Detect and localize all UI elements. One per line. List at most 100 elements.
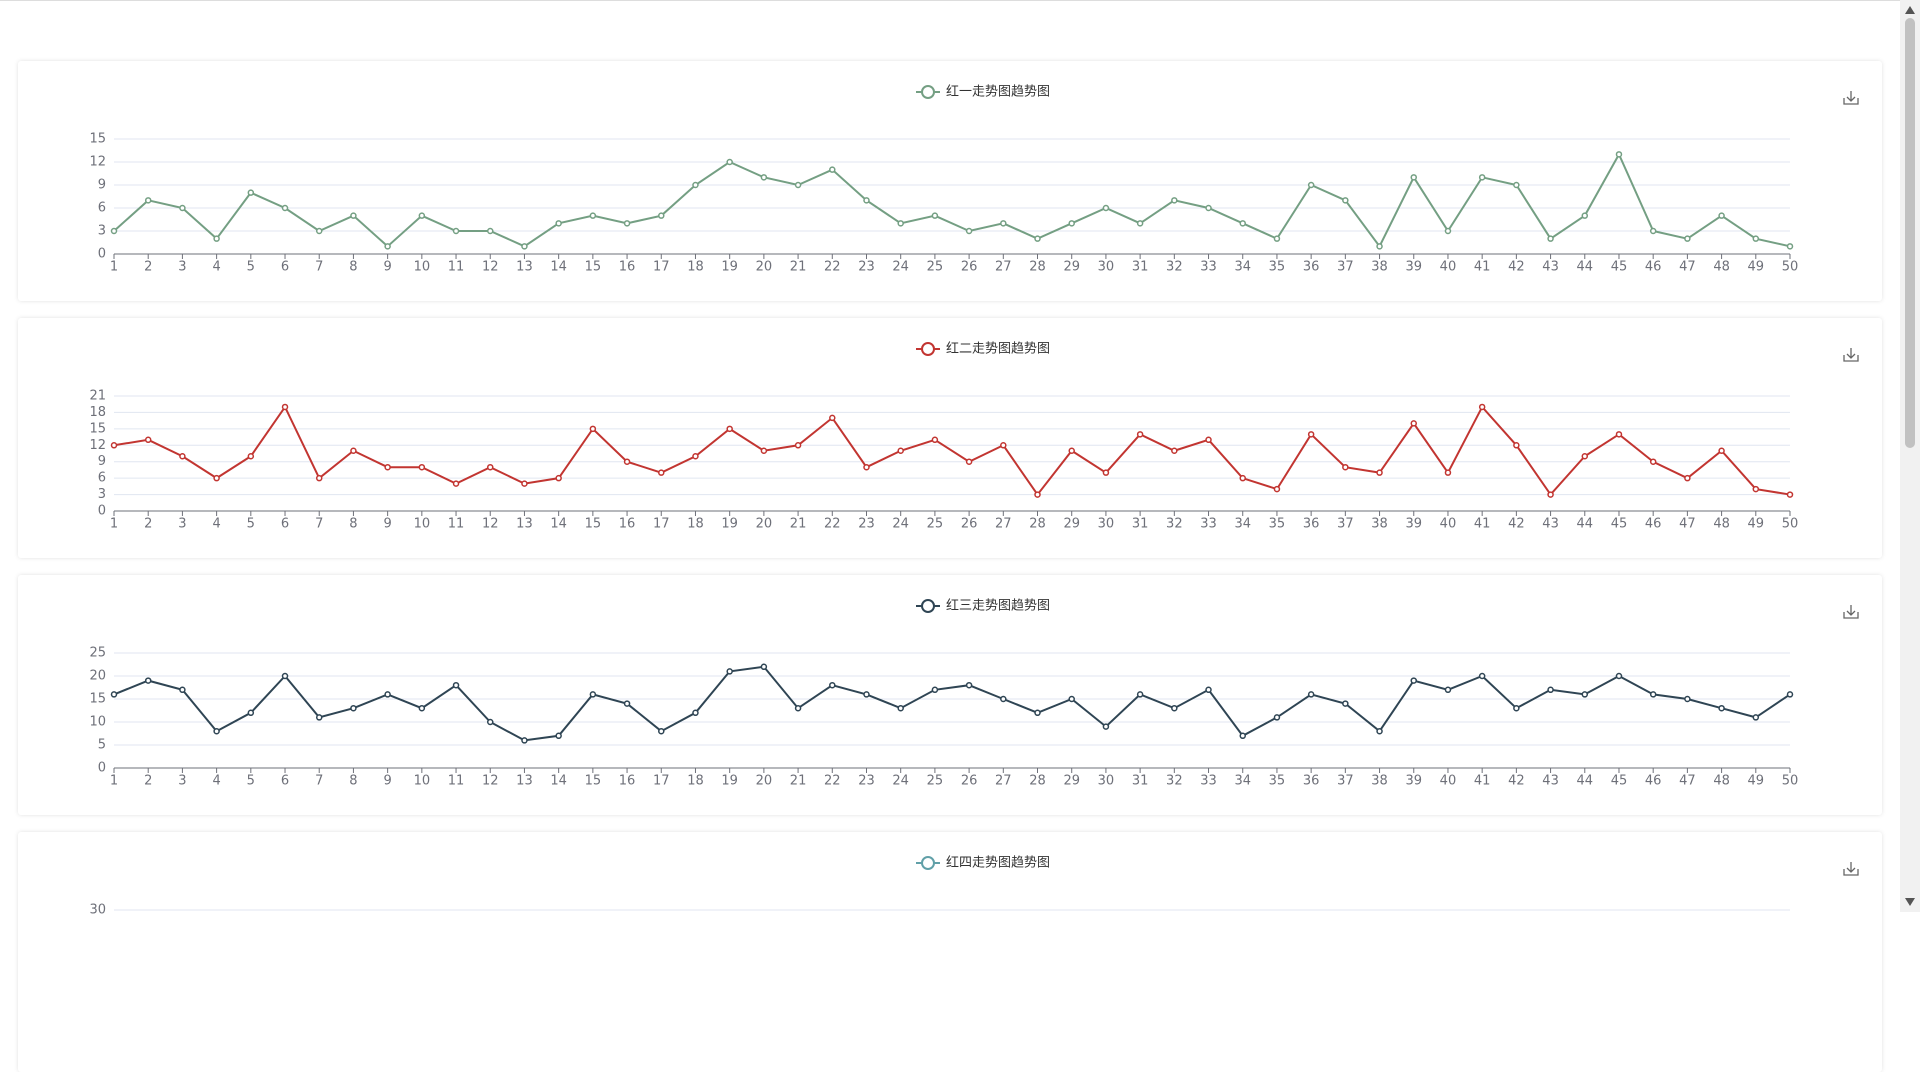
x-tick-label: 47 (1679, 260, 1696, 275)
x-tick-label: 34 (1234, 774, 1251, 789)
y-tick-label: 18 (89, 405, 106, 420)
x-tick-label: 23 (858, 774, 875, 789)
download-button[interactable] (1843, 91, 1859, 105)
x-tick-label: 28 (1029, 260, 1046, 275)
x-tick-label: 6 (281, 774, 289, 789)
data-point (931, 686, 939, 694)
scroll-thumb[interactable] (1905, 18, 1915, 448)
x-tick-label: 3 (178, 517, 186, 532)
x-tick-label: 41 (1474, 774, 1491, 789)
x-tick-label: 38 (1371, 774, 1388, 789)
x-tick-label: 22 (824, 774, 841, 789)
scrollbar-graphics (1905, 6, 1915, 906)
x-tick-label: 35 (1269, 774, 1286, 789)
data-point (315, 474, 323, 482)
data-point (315, 227, 323, 235)
x-tick-label: 17 (653, 260, 670, 275)
x-tick-label: 12 (482, 517, 499, 532)
data-point (1410, 174, 1418, 181)
x-tick-label: 1 (110, 517, 118, 532)
data-point (521, 480, 528, 487)
data-point (965, 227, 973, 235)
data-point (555, 732, 562, 740)
data-point (863, 691, 870, 698)
data-point (658, 469, 665, 476)
data-point (521, 737, 528, 744)
x-tick-label: 20 (756, 517, 773, 532)
x-tick-label: 50 (1782, 774, 1799, 789)
data-point (1718, 447, 1725, 455)
x-tick-label: 39 (1405, 517, 1422, 532)
x-tick-label: 4 (212, 260, 220, 275)
scroll-down[interactable] (1905, 898, 1915, 906)
y-tick-label: 9 (98, 178, 106, 193)
data-point (1376, 243, 1383, 250)
data-point (1444, 469, 1452, 476)
x-tick-label: 2 (144, 774, 152, 789)
x-tick-label: 36 (1303, 774, 1320, 789)
data-point (315, 714, 323, 721)
x-tick-label: 12 (482, 774, 499, 789)
data-point (1068, 447, 1075, 455)
x-tick-label: 46 (1645, 774, 1662, 789)
data-point (726, 158, 733, 166)
data-point (452, 227, 460, 235)
data-point (1684, 695, 1691, 703)
x-tick-label: 26 (961, 260, 978, 275)
data-point (144, 436, 152, 444)
data-point (1307, 431, 1315, 438)
data-point (350, 212, 357, 219)
x-tick-label: 18 (687, 517, 704, 532)
x-tick-label: 31 (1132, 517, 1149, 532)
x-tick-label: 47 (1679, 774, 1696, 789)
data-point (179, 686, 186, 694)
x-tick-label: 15 (585, 260, 602, 275)
x-tick-label: 15 (585, 774, 602, 789)
x-tick-label: 45 (1611, 774, 1628, 789)
data-point (897, 220, 904, 227)
x-tick-label: 37 (1337, 260, 1354, 275)
x-tick-label: 25 (927, 260, 944, 275)
x-tick-label: 16 (619, 260, 636, 275)
data-point (1239, 474, 1246, 482)
x-tick-label: 27 (995, 517, 1012, 532)
data-point (1615, 431, 1623, 438)
data-point (1205, 686, 1212, 694)
data-point (247, 709, 255, 717)
y-tick-label: 0 (98, 247, 106, 262)
data-point (1444, 686, 1452, 694)
data-point (1684, 474, 1691, 482)
data-point (1684, 235, 1691, 242)
data-point (213, 727, 220, 735)
data-point (1205, 436, 1212, 444)
download-button[interactable] (1843, 605, 1859, 619)
data-point (863, 463, 870, 471)
x-tick-label: 39 (1405, 774, 1422, 789)
scroll-up[interactable] (1905, 6, 1915, 14)
data-point (110, 442, 118, 449)
x-tick-label: 21 (790, 774, 807, 789)
x-tick-label: 4 (212, 774, 220, 789)
x-tick-label: 28 (1029, 774, 1046, 789)
data-point (965, 458, 973, 465)
download-button[interactable] (1843, 862, 1859, 876)
y-tick-label: 3 (98, 487, 106, 502)
x-tick-label: 42 (1508, 774, 1525, 789)
download-button[interactable] (1843, 348, 1859, 362)
y-tick-label: 0 (98, 504, 106, 519)
data-point (1239, 220, 1246, 227)
data-point (589, 212, 597, 219)
data-point (1205, 204, 1212, 212)
x-tick-label: 8 (349, 260, 357, 275)
data-point (1752, 235, 1760, 242)
data-point (589, 691, 597, 698)
x-tick-label: 30 (1098, 260, 1115, 275)
data-point (1581, 452, 1589, 460)
x-tick-label: 27 (995, 260, 1012, 275)
y-tick-label: 15 (89, 421, 106, 436)
data-point (1136, 691, 1144, 698)
data-point (1547, 235, 1554, 242)
x-tick-label: 32 (1166, 774, 1183, 789)
x-tick-label: 23 (858, 517, 875, 532)
x-tick-label: 35 (1269, 260, 1286, 275)
